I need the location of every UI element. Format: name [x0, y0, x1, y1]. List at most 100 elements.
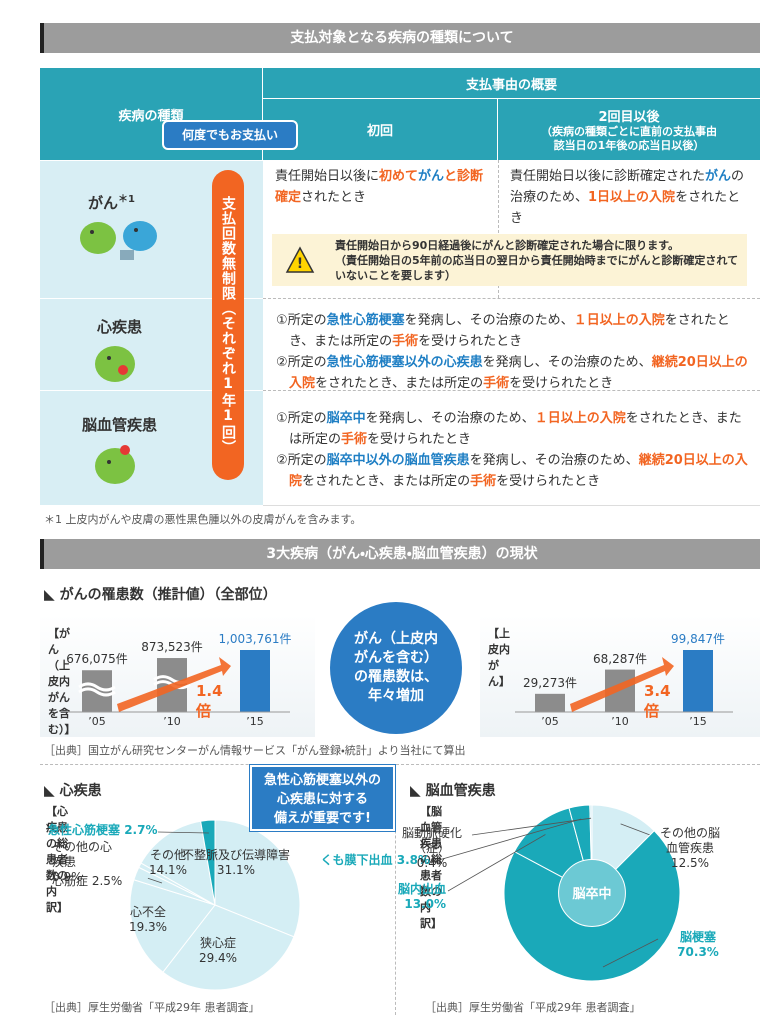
pie-label: 急性心筋梗塞 2.7%: [48, 823, 157, 838]
section-title: 3大疾病（がん・心疾患・脳血管疾患）の現状: [40, 539, 760, 569]
emphasis: 急性心筋梗塞: [326, 313, 405, 328]
value-label-text: 1,003,761件: [218, 632, 292, 646]
pie-slice: [162, 904, 295, 991]
value-label-text: 68,287件: [593, 651, 647, 666]
chart-title: 【心疾患の総患者数の内訳】: [46, 803, 68, 915]
pie-label-name: 心不全: [129, 905, 166, 919]
panel-heading-text: 心疾患: [59, 783, 102, 799]
pie-label-name: くも膜下出血: [320, 853, 393, 867]
pie-label-value: 3.8%: [396, 853, 430, 867]
text: をされたとき、または所定の: [289, 313, 730, 349]
disease-name: 脳血管疾患: [82, 416, 158, 434]
x-tick-label-text: ’15: [689, 715, 707, 728]
pie-label: くも膜下出血 3.8%: [321, 853, 430, 868]
header-cell: 2回目以後 （疾病の種類ごとに直前の支払事由 該当日の1年後の応当日以後）: [498, 99, 760, 160]
bar: [240, 650, 270, 712]
text: 責任開始日以後に: [275, 169, 380, 184]
bar: [683, 650, 713, 712]
emphasis: と診断確定: [275, 169, 484, 205]
value-label-text: 29,273件: [523, 675, 577, 690]
pie-slice: [214, 819, 301, 938]
bubble-line: の罹患数は、: [354, 669, 438, 685]
shape: [107, 460, 111, 464]
value-label: 873,523件: [122, 638, 222, 655]
pie-label-name: 脳内出血: [397, 882, 446, 896]
pie-label-name: 狭心症: [199, 936, 236, 950]
text: をされたとき、または所定の: [315, 376, 484, 391]
text: ②所定の: [276, 355, 327, 370]
disease-name: がん＊1: [88, 190, 135, 213]
text: の治療のため、: [510, 169, 745, 205]
leader-line: [602, 938, 659, 968]
pie-label-name: その他の脳血管疾患: [659, 826, 721, 855]
text: を受けられたとき: [367, 432, 472, 447]
value-label-text: 676,075件: [66, 652, 128, 667]
inner-circle: [558, 859, 626, 927]
text: を受けられたとき: [509, 376, 614, 391]
text: されたとき: [301, 190, 367, 205]
emphasis: 手術: [392, 334, 419, 349]
growth-label: 3.4倍: [644, 682, 671, 721]
emphasis: １日以上の入院: [534, 411, 626, 426]
panel-heading-text: 脳血管疾患: [425, 783, 496, 799]
pie-label-value: 2.7%: [124, 823, 158, 837]
mascot: [80, 221, 157, 260]
header-text: 初回: [366, 124, 393, 139]
chart-title-text: 【上皮内がん】: [488, 627, 510, 688]
x-tick-label-text: ’10: [163, 715, 181, 728]
growth-label: 1.4倍: [196, 682, 223, 721]
shape: [95, 448, 135, 484]
header-cell: 初回: [263, 99, 498, 160]
note-mark: ＊1: [118, 194, 135, 205]
callout-line: 急性心筋梗塞以外の: [263, 773, 381, 788]
header-note: 該当日の1年後の応当日以後）: [553, 139, 705, 152]
caution-line: （責任開始日の5年前の応当日の翌日から責任開始時までにがんと診断確定されていない…: [335, 254, 739, 282]
divider: [40, 764, 760, 765]
pie-label-name: その他: [149, 848, 186, 862]
pie-label: その他の脳血管疾患 12.5%: [659, 826, 721, 871]
emphasis: 脳卒中以外の脳血管疾患: [326, 453, 470, 468]
cell-text: 責任開始日以後に診断確定されたがんの治療のため、1日以上の入院をされたとき: [510, 166, 750, 229]
leader-line: [447, 834, 546, 892]
chart-title-text: 【脳血管疾患の総患者数の内訳】: [420, 805, 442, 930]
disease-name-text: がん: [88, 194, 119, 212]
shape: [118, 365, 128, 375]
pie-label: 脳内出血 13.0%: [398, 882, 446, 912]
emphasis: 手術: [341, 432, 368, 447]
bubble: がん（上皮内 がんを含む） の罹患数は、 年々増加: [330, 602, 462, 734]
caution-text: 責任開始日から90日経過後にがんと診断確定された場合に限ります。 （責任開始日の5…: [335, 238, 740, 283]
badge: 何度でもお支払い: [162, 120, 298, 150]
growth-arrow: [117, 657, 231, 712]
value-label-text: 99,847件: [671, 632, 725, 646]
pie-label-value: 2.5%: [91, 874, 123, 888]
value-label: 29,273件: [500, 674, 600, 691]
pie-label-value: 0.9%: [52, 870, 83, 884]
item: ②所定の急性心筋梗塞以外の心疾患を発病し、その治療のため、継続20日以上の入院を…: [276, 352, 751, 394]
axis-break: [78, 687, 116, 697]
pie-label-value: 29.4%: [198, 951, 238, 965]
text: ①所定の: [276, 313, 327, 328]
emphasis: 急性心筋梗塞以外の心疾患: [326, 355, 483, 370]
emphasis: がん: [418, 169, 445, 184]
item: ①所定の脳卒中を発病し、その治療のため、１日以上の入院をされたとき、または所定の…: [276, 408, 751, 450]
leader-line: [431, 818, 582, 863]
callout: 急性心筋梗塞以外の 心疾患に対する 備えが重要です!: [250, 765, 395, 831]
subsection-text: がんの罹患数（推計値）（全部位）: [59, 587, 277, 603]
x-tick-label: ’10: [600, 715, 640, 728]
header-cell: 支払事由の概要: [263, 68, 760, 99]
x-tick-label: ’05: [530, 715, 570, 728]
text: を受けられたとき: [418, 334, 523, 349]
mascot: [95, 346, 135, 382]
disease-name: 心疾患: [97, 318, 143, 336]
divider: [498, 160, 499, 298]
pie-label: その他 14.1%: [149, 848, 187, 878]
pie-label-value: 31.1%: [216, 863, 256, 877]
pie-label-value: 70.3%: [677, 945, 719, 959]
bubble-line: がん（上皮内: [354, 631, 438, 647]
footnote: ＊1 上皮内がんや皮膚の悪性黒色腫以外の皮膚がんを含みます。: [44, 513, 362, 526]
callout-line: 心疾患に対する: [276, 792, 368, 807]
pie-label-value: 14.1%: [148, 863, 188, 877]
value-label-text: 873,523件: [141, 640, 203, 655]
header-text: 2回目以後: [598, 110, 660, 125]
